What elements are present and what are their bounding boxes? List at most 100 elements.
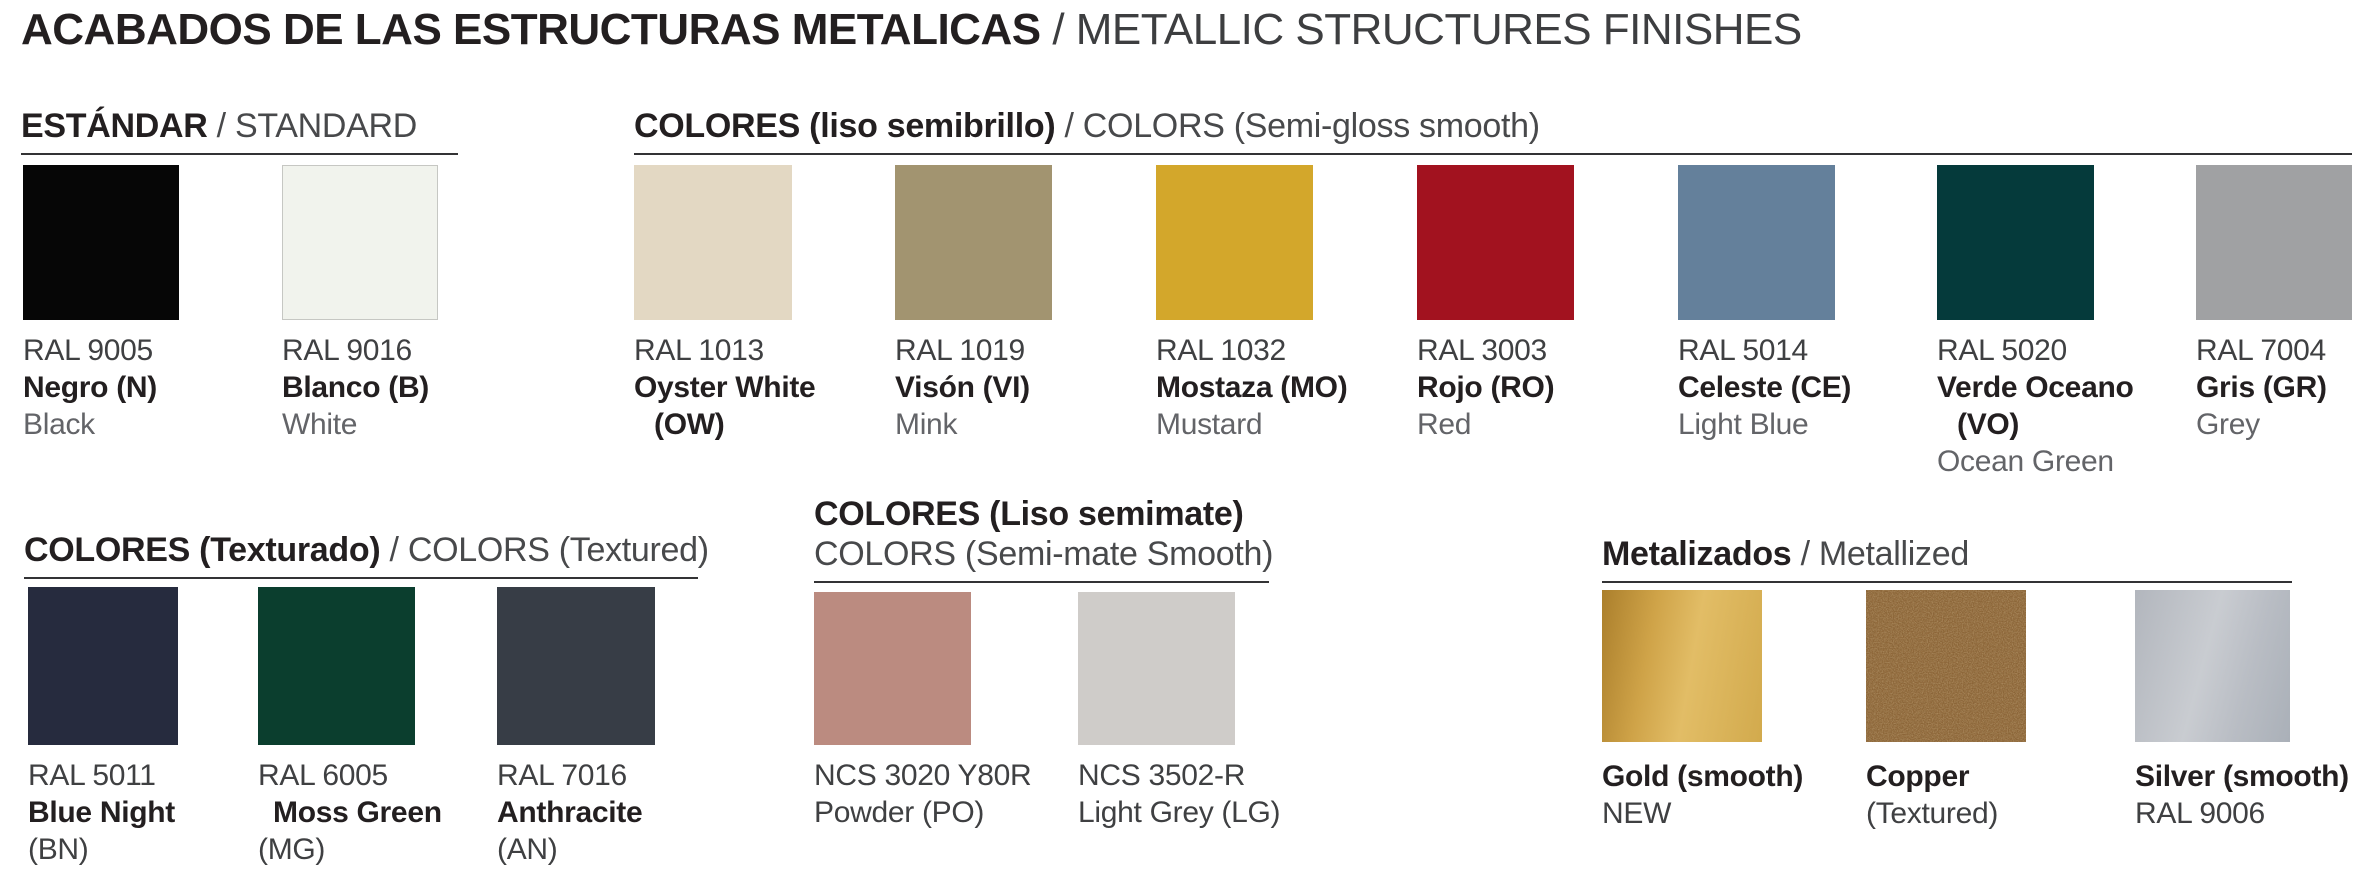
- color-name-en: Mink: [895, 408, 958, 441]
- page-title-en: METALLIC STRUCTURES FINISHES: [1075, 5, 1802, 54]
- color-name-abbr: (OW): [654, 408, 725, 441]
- swatch-labels: RAL 1019 Visón (VI) Mink: [895, 332, 1155, 443]
- section-header-textured: COLORES (Texturado) / COLORS (Textured): [24, 530, 709, 579]
- swatch-labels: RAL 1032 Mostaza (MO) Mustard: [1156, 332, 1416, 443]
- color-name: Visón (VI): [895, 371, 1030, 404]
- ral-code: RAL 9016: [282, 334, 412, 367]
- section-header-metallized: Metalizados / Metallized: [1602, 534, 2292, 583]
- swatch-labels: Silver (smooth) RAL 9006: [2135, 758, 2373, 832]
- color-swatch-gris: [2196, 165, 2352, 320]
- color-name: Copper: [1866, 760, 1970, 793]
- section-header-textured-en: COLORS (Textured): [407, 531, 709, 569]
- color-name: Blue Night: [28, 796, 175, 829]
- section-header-metallized-sep: /: [1791, 535, 1819, 573]
- swatch-cell-copper: Copper (Textured): [1866, 590, 2026, 832]
- color-name-en: Ocean Green: [1937, 445, 2114, 478]
- ral-code: RAL 9005: [23, 334, 153, 367]
- section-header-semimate-es: COLORES (Liso semimate): [814, 495, 1244, 533]
- color-swatch-rojo: [1417, 165, 1574, 320]
- swatch-cell-silver: Silver (smooth) RAL 9006: [2135, 590, 2349, 832]
- swatch-cell-anthracite: RAL 7016 Anthracite (AN): [497, 587, 655, 868]
- swatch-cell-oyster: RAL 1013 Oyster White (OW): [634, 165, 816, 443]
- swatch-labels: NCS 3020 Y80R Powder (PO): [814, 757, 1074, 831]
- ral-code: RAL 5020: [1937, 334, 2067, 367]
- swatch-cell-rojo: RAL 3003 Rojo (RO) Red: [1417, 165, 1574, 443]
- swatch-labels: RAL 5020 Verde Oceano (VO) Ocean Green: [1937, 332, 2197, 480]
- section-header-standard-sep: /: [207, 107, 235, 145]
- color-name: Mostaza (MO): [1156, 371, 1348, 404]
- color-name-en: Black: [23, 408, 95, 441]
- swatch-labels: RAL 7016 Anthracite (AN): [497, 757, 757, 868]
- color-name: Light Grey (LG): [1078, 796, 1281, 829]
- color-name: Gold (smooth): [1602, 760, 1804, 793]
- color-name: Anthracite: [497, 796, 643, 829]
- ral-code: RAL 7004: [2196, 334, 2326, 367]
- color-swatch-anthracite: [497, 587, 655, 745]
- ral-code: RAL 6005: [258, 759, 388, 792]
- swatch-cell-celeste: RAL 5014 Celeste (CE) Light Blue: [1678, 165, 1851, 443]
- color-swatch-gold: [1602, 590, 1762, 742]
- swatch-labels: NCS 3502-R Light Grey (LG): [1078, 757, 1338, 831]
- copper-texture: [1866, 590, 2026, 742]
- swatch-labels: RAL 5014 Celeste (CE) Light Blue: [1678, 332, 1938, 443]
- color-name-abbr: (MG): [258, 833, 326, 866]
- color-name: Oyster White: [634, 371, 816, 404]
- page-title-es: ACABADOS DE LAS ESTRUCTURAS METALICAS: [21, 5, 1041, 54]
- ncs-code: NCS 3502-R: [1078, 759, 1246, 792]
- color-name: Moss Green: [273, 796, 442, 829]
- swatch-cell-mostaza: RAL 1032 Mostaza (MO) Mustard: [1156, 165, 1348, 443]
- swatch-cell-lightgrey: NCS 3502-R Light Grey (LG): [1078, 592, 1281, 831]
- page-title-separator: /: [1040, 5, 1076, 54]
- page-title: ACABADOS DE LAS ESTRUCTURAS METALICAS / …: [21, 4, 1802, 56]
- color-swatch-copper: [1866, 590, 2026, 742]
- color-name-abbr: (AN): [497, 833, 558, 866]
- swatch-cell-negro: RAL 9005 Negro (N) Black: [23, 165, 179, 443]
- color-name-abbr: (BN): [28, 833, 89, 866]
- swatch-labels: RAL 7004 Gris (GR) Grey: [2196, 332, 2373, 443]
- section-header-semigloss-es: COLORES (liso semibrillo): [634, 107, 1056, 145]
- section-header-semigloss-en: COLORS (Semi-gloss smooth): [1082, 107, 1540, 145]
- section-header-metallized-en: Metallized: [1818, 535, 1969, 573]
- swatch-cell-gold: Gold (smooth) NEW: [1602, 590, 1803, 832]
- color-name: Celeste (CE): [1678, 371, 1852, 404]
- color-swatch-powder: [814, 592, 971, 745]
- color-name: Silver (smooth): [2135, 760, 2349, 793]
- swatch-labels: Copper (Textured): [1866, 758, 2126, 832]
- ral-code: RAL 1032: [1156, 334, 1286, 367]
- color-name-en: Grey: [2196, 408, 2260, 441]
- color-swatch-verde: [1937, 165, 2094, 320]
- swatch-labels: RAL 5011 Blue Night (BN): [28, 757, 288, 868]
- swatch-labels: Gold (smooth) NEW: [1602, 758, 1862, 832]
- swatch-cell-vison: RAL 1019 Visón (VI) Mink: [895, 165, 1052, 443]
- section-header-standard: ESTÁNDAR / STANDARD: [21, 106, 458, 155]
- color-name-en: Mustard: [1156, 408, 1263, 441]
- color-name: Blanco (B): [282, 371, 430, 404]
- color-name: Rojo (RO): [1417, 371, 1555, 404]
- color-note: NEW: [1602, 797, 1672, 830]
- color-swatch-moss: [258, 587, 415, 745]
- ral-code: RAL 5011: [28, 759, 156, 792]
- swatch-labels: RAL 1013 Oyster White (OW): [634, 332, 894, 443]
- section-header-standard-es: ESTÁNDAR: [21, 107, 208, 145]
- swatch-labels: RAL 9016 Blanco (B) White: [282, 332, 542, 443]
- section-header-metallized-es: Metalizados: [1602, 535, 1792, 573]
- color-swatch-negro: [23, 165, 179, 320]
- color-name: Powder (PO): [814, 796, 985, 829]
- swatch-labels: RAL 9005 Negro (N) Black: [23, 332, 283, 443]
- section-header-standard-en: STANDARD: [234, 107, 418, 145]
- swatch-cell-gris: RAL 7004 Gris (GR) Grey: [2196, 165, 2352, 443]
- section-header-textured-es: COLORES (Texturado): [24, 531, 381, 569]
- color-swatch-silver: [2135, 590, 2290, 742]
- ral-code: RAL 1019: [895, 334, 1025, 367]
- swatch-cell-verde: RAL 5020 Verde Oceano (VO) Ocean Green: [1937, 165, 2134, 480]
- color-name: Gris (GR): [2196, 371, 2327, 404]
- section-header-semigloss-sep: /: [1055, 107, 1083, 145]
- color-swatch-blanco: [282, 165, 438, 320]
- color-swatch-bluenight: [28, 587, 178, 745]
- color-name: Verde Oceano: [1937, 371, 2134, 404]
- section-header-semimate-en: COLORS (Semi-mate Smooth): [814, 535, 1274, 573]
- swatch-cell-bluenight: RAL 5011 Blue Night (BN): [28, 587, 178, 868]
- swatch-cell-moss: RAL 6005 Moss Green (MG): [258, 587, 442, 868]
- swatch-cell-powder: NCS 3020 Y80R Powder (PO): [814, 592, 1032, 831]
- color-name: Negro (N): [23, 371, 157, 404]
